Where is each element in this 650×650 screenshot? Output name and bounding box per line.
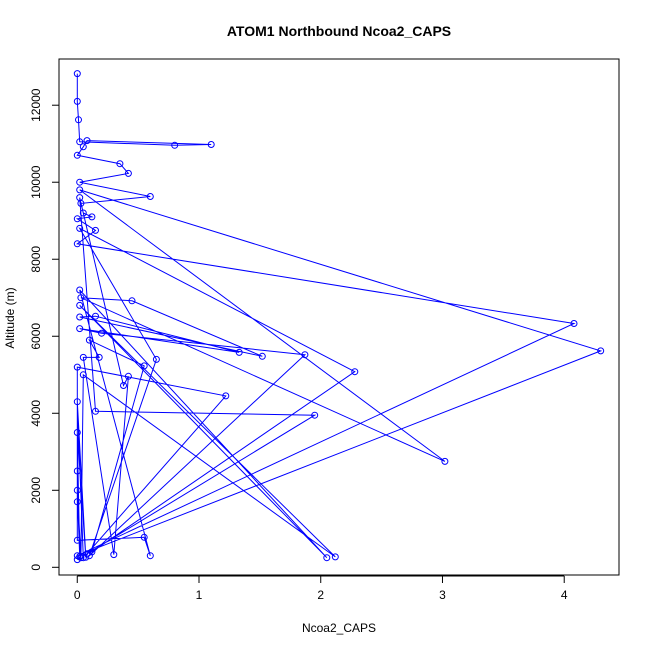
- data-point: [76, 286, 84, 294]
- y-tick-label: 4000: [29, 400, 43, 427]
- data-point: [76, 178, 84, 186]
- y-tick-label: 6000: [29, 323, 43, 350]
- data-point: [235, 348, 243, 356]
- data-point: [146, 193, 154, 200]
- x-tick-label: 0: [74, 588, 81, 602]
- data-point: [76, 138, 84, 146]
- data-point: [351, 368, 359, 376]
- y-tick-label: 8000: [29, 246, 43, 273]
- data-point: [92, 407, 99, 415]
- data-point: [128, 297, 136, 305]
- data-point: [323, 554, 331, 562]
- data-point: [73, 536, 81, 544]
- data-point: [73, 151, 81, 159]
- data-point: [73, 429, 81, 436]
- data-point: [88, 213, 96, 221]
- data-point: [79, 143, 87, 151]
- y-axis-label: Altitude (m): [3, 287, 17, 348]
- data-point: [570, 320, 578, 327]
- data-point: [73, 556, 81, 564]
- data-point: [140, 533, 148, 541]
- data-point: [83, 137, 91, 145]
- data-point: [331, 553, 339, 561]
- data-point: [124, 372, 132, 380]
- data-point: [311, 411, 319, 419]
- data-point: [207, 141, 215, 148]
- data-point: [116, 160, 124, 168]
- data-point: [222, 392, 230, 400]
- data-series: [73, 70, 605, 564]
- data-point: [79, 209, 87, 217]
- data-point: [73, 498, 81, 506]
- data-point: [110, 551, 118, 559]
- data-point: [76, 186, 84, 194]
- data-point: [152, 355, 160, 363]
- data-point: [258, 352, 266, 360]
- x-axis-label: Ncoa2_CAPS: [302, 621, 376, 635]
- data-point: [85, 336, 93, 344]
- data-point: [171, 141, 179, 149]
- data-point: [79, 371, 87, 379]
- data-point: [75, 116, 82, 124]
- data-point: [73, 486, 81, 494]
- data-point: [76, 194, 84, 202]
- data-point: [76, 313, 84, 321]
- data-point: [92, 312, 99, 320]
- data-point: [95, 353, 103, 361]
- data-point: [73, 398, 81, 406]
- data-point: [77, 554, 85, 562]
- x-tick-label: 3: [439, 588, 446, 602]
- data-point: [98, 329, 106, 337]
- data-point: [597, 347, 605, 355]
- y-tick-label: 12000: [29, 88, 43, 122]
- data-point: [83, 550, 91, 558]
- data-point: [73, 215, 81, 223]
- data-point: [92, 226, 99, 234]
- x-tick-label: 2: [317, 588, 324, 602]
- data-point: [82, 553, 90, 561]
- data-point: [73, 97, 81, 105]
- data-point: [140, 362, 148, 370]
- data-point: [79, 554, 87, 562]
- data-point: [76, 325, 84, 333]
- data-point: [77, 294, 85, 302]
- data-point: [146, 552, 154, 560]
- data-point: [120, 382, 127, 389]
- x-tick-label: 4: [561, 588, 568, 602]
- data-point: [441, 457, 449, 465]
- y-tick-label: 2000: [29, 477, 43, 504]
- y-tick-label: 0: [29, 564, 43, 571]
- x-axis: 0 1 2 3 4: [74, 575, 568, 602]
- data-point: [73, 240, 81, 248]
- series-line: [75, 73, 603, 561]
- data-point: [73, 363, 81, 371]
- y-axis: 0 2000 4000 6000 8000 10000 12000: [29, 88, 60, 571]
- data-point: [73, 467, 81, 475]
- chart-title: ATOM1 Northbound Ncoa2_CAPS: [227, 23, 451, 39]
- data-point: [76, 301, 84, 309]
- data-point: [124, 169, 132, 177]
- data-point: [301, 351, 309, 359]
- data-point: [73, 70, 81, 78]
- x-tick-label: 1: [196, 588, 203, 602]
- data-point: [76, 224, 84, 232]
- data-point: [79, 353, 87, 361]
- y-tick-label: 10000: [29, 165, 43, 199]
